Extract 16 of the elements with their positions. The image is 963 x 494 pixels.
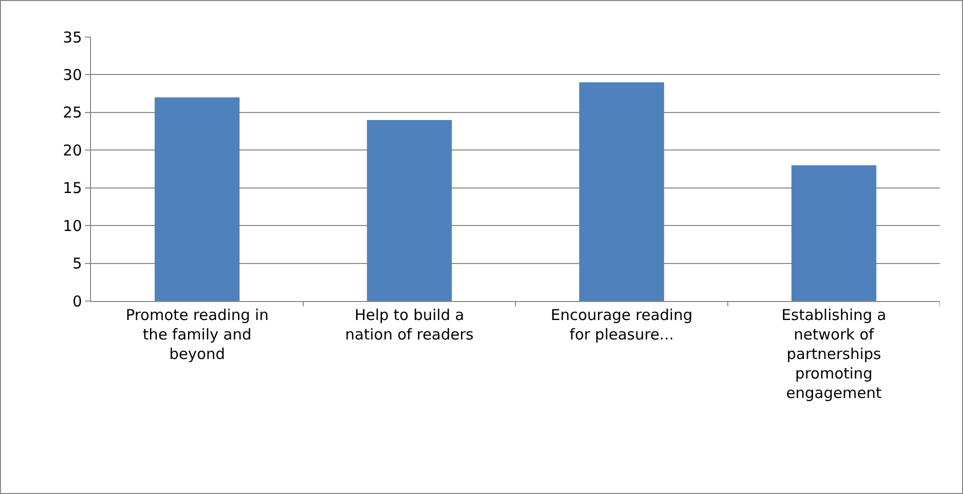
bar [154, 97, 240, 301]
y-tick-label: 30 [62, 66, 82, 84]
x-tick-label: Establishing a network of partnerships promoting engagement [782, 306, 886, 402]
y-tick-label: 25 [62, 104, 82, 122]
y-tick-label: 5 [72, 254, 82, 273]
y-tick-label: 0 [72, 292, 82, 310]
x-tick-label: Promote reading in the family and beyond [126, 306, 269, 363]
y-tick-label: 35 [62, 28, 82, 46]
bar [366, 120, 452, 301]
y-tick-label: 20 [62, 141, 82, 160]
bar [579, 82, 664, 301]
bar [791, 165, 876, 301]
y-tick-label: 10 [62, 216, 82, 235]
x-tick-label: Encourage reading for pleasure... [550, 306, 693, 344]
y-tick-label: 15 [62, 179, 82, 198]
x-tick-label: Help to build a nation of readers [345, 306, 474, 344]
